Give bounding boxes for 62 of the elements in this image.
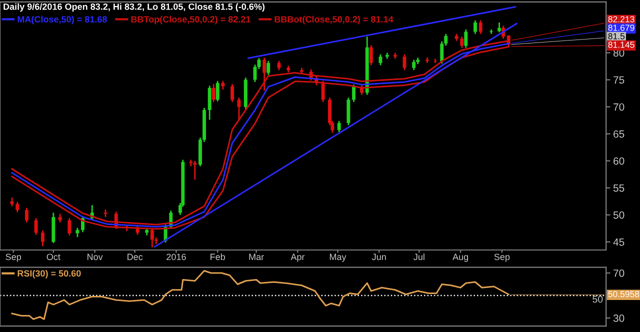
x-tick-label: Oct — [46, 254, 60, 260]
candlestick — [16, 201, 20, 213]
candlestick — [321, 80, 325, 103]
x-tick-label: Aug — [452, 254, 468, 262]
y-tick-label: 55 — [613, 184, 624, 192]
y-tick-label: 45 — [613, 238, 624, 246]
candlestick — [337, 120, 341, 133]
legend-label: BBBot(Close,50,0.2) = 81.14 — [274, 16, 394, 24]
chart-title: Daily 9/6/2016 Open 83.2, Hi 83.2, Lo 81.05, Close 81.5 (-0.6%) — [4, 3, 265, 12]
y-tick-label: 70 — [614, 270, 624, 277]
candlestick — [425, 56, 429, 64]
x-tick-label: Sep — [494, 254, 510, 262]
candlestick — [193, 160, 197, 180]
x-tick-label: Feb — [210, 253, 225, 260]
x-tick-label: Jul — [414, 253, 424, 260]
candlestick — [412, 59, 416, 71]
y-tick-label: 30 — [613, 314, 624, 322]
candlestick — [40, 230, 44, 247]
y-tick-label: 70 — [614, 103, 624, 111]
candlestick — [378, 54, 382, 66]
candlestick — [478, 20, 482, 35]
candlestick — [369, 44, 373, 66]
candlestick — [237, 96, 241, 120]
annotation: 82.213 — [608, 16, 634, 22]
candlestick — [498, 22, 502, 33]
x-tick-label: Apr — [290, 254, 305, 262]
y-tick-label: 65 — [614, 130, 624, 138]
x-tick-label: Nov — [87, 254, 103, 260]
annotation: 81.145 — [608, 42, 634, 48]
candlestick — [230, 83, 234, 103]
x-tick-label: Jun — [372, 254, 386, 260]
y-tick-label: 60 — [614, 157, 624, 165]
candlestick — [460, 36, 464, 49]
y-tick-label: 75 — [614, 76, 624, 84]
x-tick-label: Dec — [128, 254, 143, 260]
candlestick — [76, 227, 80, 238]
legend-label: RSI(30) = 50.60 — [18, 270, 81, 278]
candlestick — [24, 207, 28, 224]
candlestick — [352, 84, 356, 103]
candlestick — [212, 83, 216, 103]
x-tick-label: Mar — [249, 254, 264, 260]
candlestick — [346, 96, 350, 126]
y-tick-label: 50 — [613, 211, 624, 219]
candlestick — [208, 85, 212, 120]
x-tick-label: 2016 — [166, 254, 186, 260]
legend-label: MA(Close,50) = 81.68 — [18, 16, 107, 24]
x-tick-label: May — [330, 254, 346, 262]
candlestick — [34, 217, 38, 236]
candlestick — [464, 28, 468, 49]
candlestick — [474, 20, 477, 35]
x-tick-label: Sep — [6, 254, 22, 262]
annotation: 81.5 — [608, 33, 625, 40]
candlestick — [253, 64, 257, 83]
annotation: 50.5958 — [608, 291, 640, 298]
legend-label: BBTop(Close,50,0.2) = 82.21 — [131, 16, 250, 24]
candlestick — [216, 80, 220, 102]
candlestick — [262, 56, 266, 92]
candlestick — [68, 217, 72, 236]
ref-line-label: 50 — [592, 296, 603, 303]
candlestick — [266, 60, 270, 76]
candlestick — [150, 227, 154, 248]
annotation: 81.679 — [608, 24, 634, 31]
